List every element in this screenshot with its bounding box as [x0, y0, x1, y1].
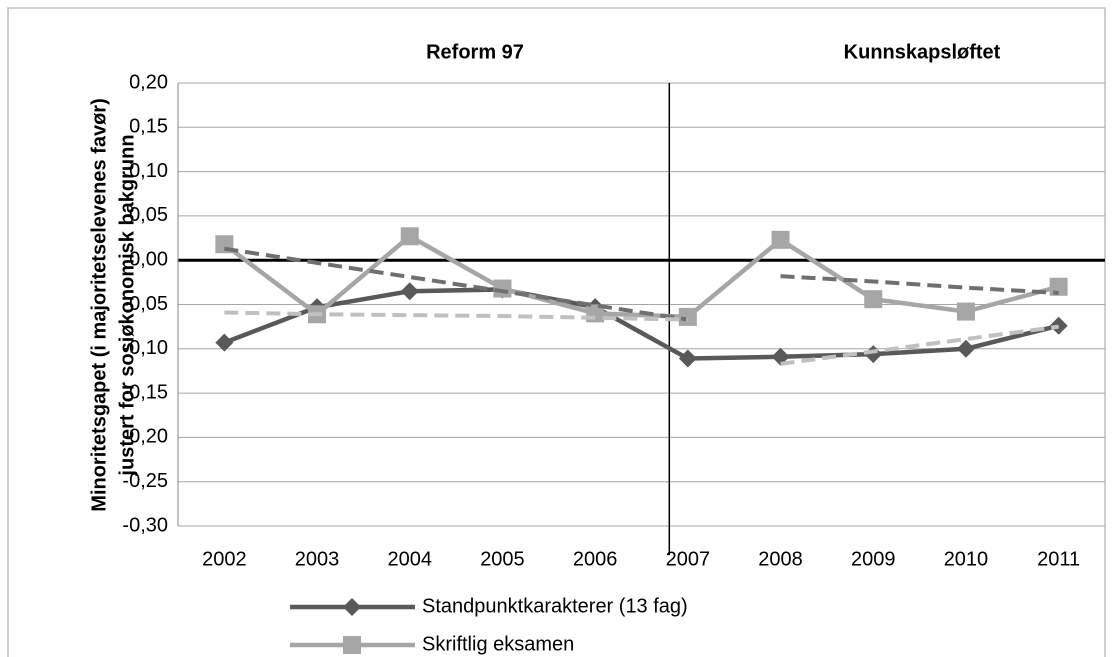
y-tick-label: -0,05 — [122, 293, 168, 315]
y-tick-label: -0,25 — [122, 470, 168, 492]
x-tick-label: 2006 — [573, 548, 618, 570]
trend-line — [224, 310, 688, 322]
x-tick-label: 2007 — [666, 548, 711, 570]
diamond-marker — [215, 333, 234, 352]
chart-border — [7, 7, 1106, 657]
square-marker — [400, 227, 419, 246]
trend-line — [780, 274, 1059, 295]
y-axis-title: Minoritetsgapet (i majoritetselevenes fa… — [88, 98, 138, 511]
series-line — [222, 233, 1060, 320]
square-marker — [678, 307, 697, 326]
legend-label: Skriftlig eksamen — [422, 633, 574, 655]
x-tick-label: 2004 — [388, 548, 433, 570]
y-tick-label: 0,15 — [129, 116, 168, 138]
square-marker — [864, 290, 883, 309]
y-tick-label: 0,20 — [129, 71, 168, 93]
x-tick-label: 2002 — [202, 548, 247, 570]
y-axis-title-line: justert for sosiøkonomisk bakgrunn — [116, 134, 138, 476]
y-tick-label: -0,20 — [122, 426, 168, 448]
diamond-marker — [678, 349, 697, 368]
x-tick-label: 2009 — [851, 548, 896, 570]
annotation: Reform 97 — [426, 41, 524, 63]
y-tick-label: 0,10 — [129, 160, 168, 182]
diamond-marker — [956, 339, 975, 358]
y-axis-title-line: Minoritetsgapet (i majoritetselevenes fa… — [88, 98, 110, 511]
annotation: Kunnskapsløftet — [844, 41, 1001, 63]
legend-label: Standpunktkarakterer (13 fag) — [422, 595, 688, 617]
y-tick-label: -0,30 — [122, 514, 168, 536]
y-tick-label: 0,05 — [129, 204, 168, 226]
square-marker — [1049, 277, 1068, 296]
diamond-marker — [400, 282, 419, 301]
x-tick-label: 2003 — [295, 548, 340, 570]
y-tick-label: -0,10 — [122, 337, 168, 359]
diamond-marker — [864, 345, 883, 364]
x-tick-label: 2010 — [944, 548, 989, 570]
legend-marker — [343, 598, 361, 616]
diamond-marker — [1049, 316, 1068, 335]
series-line — [223, 287, 1060, 361]
x-tick-label: 2011 — [1037, 548, 1080, 570]
x-tick-label: 2005 — [480, 548, 525, 570]
y-tick-label: 0,00 — [129, 248, 168, 270]
y-tick-label: -0,15 — [122, 381, 168, 403]
square-marker — [956, 302, 975, 321]
x-tick-label: 2008 — [758, 548, 803, 570]
trend-line — [224, 246, 689, 322]
square-marker — [771, 230, 790, 249]
trend-line — [780, 324, 1059, 366]
legend-marker — [343, 636, 361, 654]
